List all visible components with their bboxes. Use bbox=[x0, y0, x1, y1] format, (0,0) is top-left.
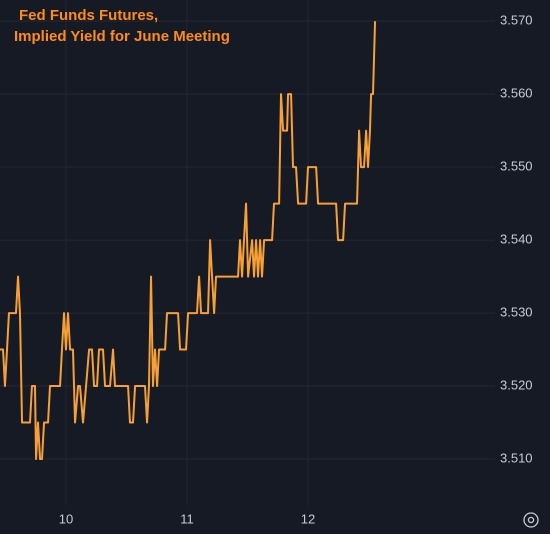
y-tick-label: 3.510 bbox=[500, 450, 533, 465]
y-tick-label: 3.560 bbox=[500, 86, 533, 101]
chart-title: Fed Funds Futures, bbox=[19, 7, 158, 24]
y-tick-label: 3.530 bbox=[500, 305, 533, 320]
grid bbox=[0, 0, 495, 505]
y-tick-label: 3.540 bbox=[500, 232, 533, 247]
y-tick-label: 3.570 bbox=[500, 13, 533, 28]
series-line bbox=[0, 21, 377, 461]
y-tick-label: 3.520 bbox=[500, 377, 533, 392]
y-tick-label: 3.550 bbox=[500, 159, 533, 174]
chart-title: Implied Yield for June Meeting bbox=[14, 28, 230, 45]
x-tick-label: 12 bbox=[301, 511, 315, 526]
x-tick-label: 10 bbox=[59, 511, 73, 526]
settings-icon[interactable] bbox=[523, 512, 539, 528]
x-tick-label: 11 bbox=[180, 511, 194, 526]
